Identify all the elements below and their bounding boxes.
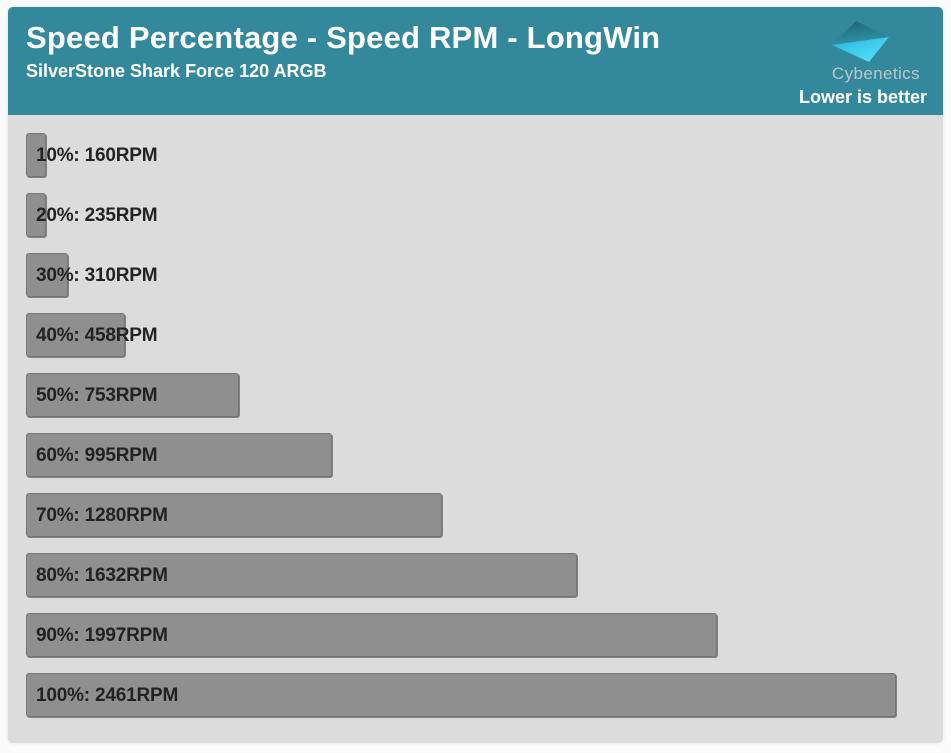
bar-row: 50%: 753RPM (26, 373, 943, 417)
bar (26, 373, 239, 417)
brand-block: Cybenetics (832, 13, 920, 84)
bar-label: 70%: 1280RPM (36, 505, 168, 526)
bar-row: 70%: 1280RPM (26, 493, 943, 537)
bar (26, 133, 46, 177)
bar (26, 673, 896, 717)
bar-label: 60%: 995RPM (36, 445, 158, 466)
bar-row: 60%: 995RPM (26, 433, 943, 477)
chart-title: Speed Percentage - Speed RPM - LongWin (26, 20, 661, 55)
bar-row: 10%: 160RPM (26, 133, 943, 177)
bar (26, 433, 332, 477)
bar-label: 10%: 160RPM (36, 145, 158, 166)
brand-name: Cybenetics (831, 64, 920, 83)
bar-label: 20%: 235RPM (36, 205, 158, 226)
bar-row: 100%: 2461RPM (26, 673, 943, 717)
bar-label: 40%: 458RPM (36, 325, 158, 346)
bar (26, 553, 577, 597)
bar-label: 100%: 2461RPM (36, 685, 179, 706)
chart-header: Speed Percentage - Speed RPM - LongWin S… (8, 7, 943, 115)
bar-row: 20%: 235RPM (26, 193, 943, 237)
bar-row: 40%: 458RPM (26, 313, 943, 357)
bar-label: 50%: 753RPM (36, 385, 158, 406)
lower-is-better-note: Lower is better (798, 87, 927, 107)
chart-subtitle: SilverStone Shark Force 120 ARGB (26, 61, 327, 81)
cybenetics-logo-icon (832, 21, 889, 62)
bar-row: 30%: 310RPM (26, 253, 943, 297)
bar (26, 193, 46, 237)
bar-label: 30%: 310RPM (36, 265, 158, 286)
bar-chart: 10%: 160RPM 20%: 235RPM 30%: 310RPM 40%: 45… (8, 115, 943, 743)
bar-label: 90%: 1997RPM (36, 625, 168, 646)
bar (26, 313, 125, 357)
bar (26, 253, 68, 297)
bar-row: 90%: 1997RPM (26, 613, 943, 657)
chart-card: Speed Percentage - Speed RPM - LongWin S… (8, 7, 943, 743)
bar-label: 80%: 1632RPM (36, 565, 168, 586)
bar (26, 613, 717, 657)
bar-row: 80%: 1632RPM (26, 553, 943, 597)
bar (26, 493, 442, 537)
